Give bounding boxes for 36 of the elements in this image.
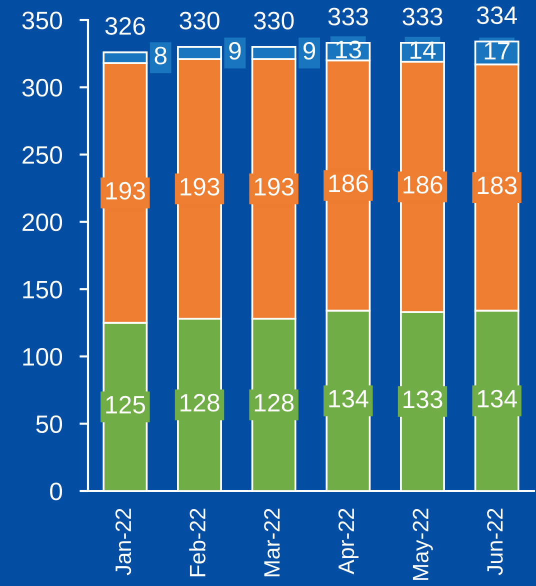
total-label: 333	[328, 8, 368, 26]
data-label: 134	[329, 390, 368, 408]
data-label: 193	[254, 178, 294, 196]
y-tick-label: 300	[22, 78, 62, 97]
data-label: 133	[404, 390, 442, 408]
data-label: 128	[180, 394, 220, 412]
x-tick-label: Feb-22	[189, 508, 206, 576]
data-label: 134	[478, 390, 517, 408]
x-tick-label: Jun-22	[487, 508, 503, 576]
data-label: 8	[154, 46, 166, 64]
x-tick-label: Mar-22	[264, 508, 280, 576]
data-label: 193	[106, 182, 145, 200]
x-tick-label: Jan-22	[115, 508, 132, 576]
data-label: 17	[484, 42, 510, 60]
total-label: 334	[476, 6, 517, 24]
data-label: 9	[304, 42, 316, 60]
data-label: 186	[329, 174, 368, 192]
data-label: 128	[254, 394, 294, 412]
total-label: 330	[254, 12, 294, 30]
y-tick-label: 50	[36, 415, 62, 434]
data-label: 9	[229, 42, 241, 60]
y-tick-label: 350	[22, 12, 62, 30]
total-label: 333	[402, 8, 442, 26]
data-label: 193	[180, 178, 220, 196]
x-tick-label: May-22	[412, 508, 433, 580]
data-label: 125	[106, 396, 145, 414]
y-tick-label: 150	[23, 280, 62, 298]
x-tick-label: Apr-22	[338, 508, 359, 574]
y-tick-label: 100	[23, 348, 62, 366]
y-tick-label: 0	[50, 482, 62, 500]
y-tick-label: 200	[22, 213, 62, 232]
data-label: 186	[404, 176, 442, 194]
data-label: 183	[478, 176, 517, 194]
y-tick-label: 250	[22, 146, 62, 164]
total-label: 330	[180, 12, 220, 30]
total-label: 326	[105, 17, 145, 35]
